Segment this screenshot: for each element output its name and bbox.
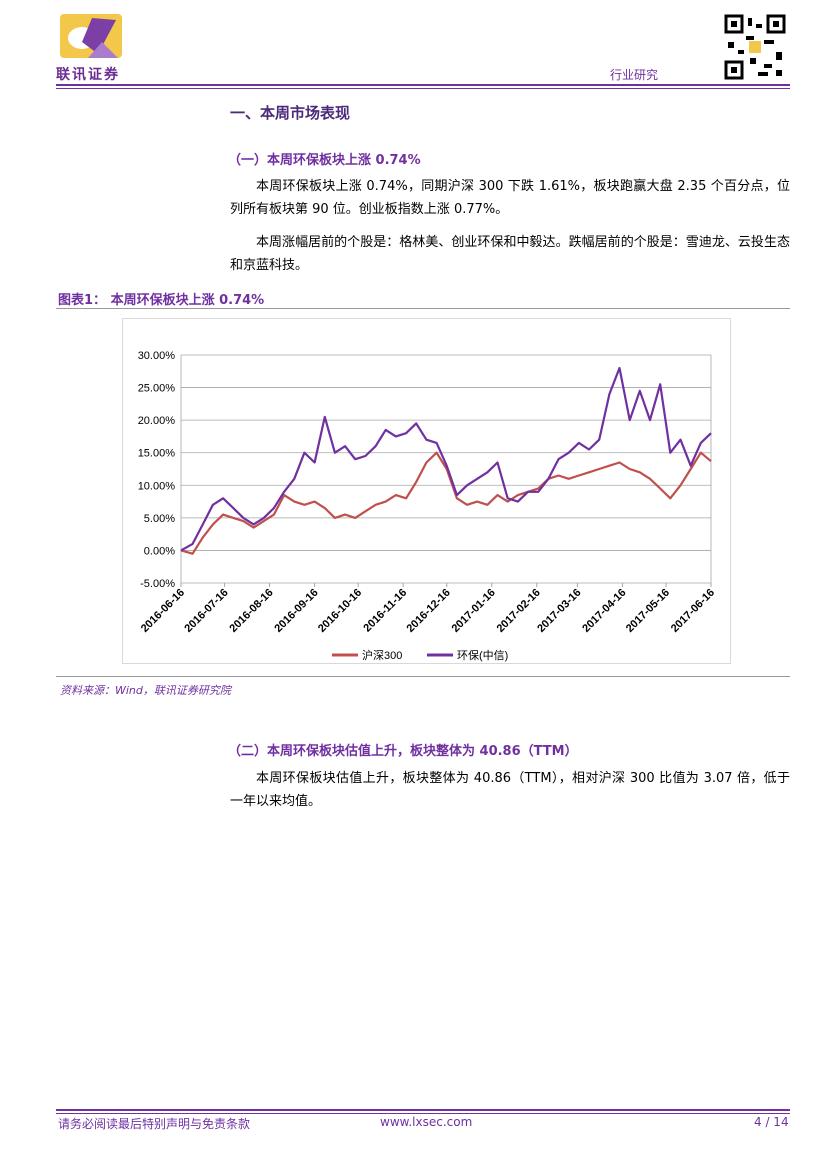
y-tick-label: 0.00% <box>144 545 175 557</box>
paragraph: 本周环保板块估值上升，板块整体为 40.86（TTM），相对沪深 300 比值为… <box>230 771 790 809</box>
figure-rule <box>56 308 790 309</box>
y-tick-label: 30.00% <box>138 350 176 362</box>
series-line <box>180 366 712 552</box>
logo <box>60 14 122 58</box>
figure-caption: 图表1： 本周环保板块上涨 0.74% <box>58 289 264 308</box>
footer-rule <box>56 1109 790 1111</box>
footer-page: 4 / 14 <box>754 1115 789 1129</box>
y-tick-label: 5.00% <box>144 513 175 525</box>
y-tick-label: 15.00% <box>138 448 176 460</box>
subsection-title: （一）本周环保板块上涨 0.74% <box>228 153 421 168</box>
paragraph: 本周环保板块上涨 0.74%，同期沪深 300 下跌 1.61%，板块跑赢大盘 … <box>230 179 790 217</box>
legend-label: 沪深300 <box>362 648 402 662</box>
footer-disclaimer: 请务必阅读最后特别声明与免责条款 <box>58 1117 251 1131</box>
y-tick-label: -5.00% <box>140 578 175 590</box>
paragraph: 本周涨幅居前的个股是：格林美、创业环保和中毅达。跌幅居前的个股是：雪迪龙、云投生… <box>230 235 790 273</box>
logo-text: 联讯证券 <box>56 67 120 83</box>
chart: -5.00% 0.00% 5.00% 10.00% 15.00% 20.00% 25.00%… <box>122 318 731 664</box>
y-tick-label: 10.00% <box>138 480 176 492</box>
figure-label: 图表1： <box>58 293 107 308</box>
qr-code <box>724 14 786 80</box>
subsection-title: （二）本周环保板块估值上升，板块整体为 40.86（TTM） <box>228 744 578 759</box>
legend-label: 环保(中信) <box>457 648 508 662</box>
figure-source: 资料来源：Wind，联讯证券研究院 <box>60 684 231 697</box>
figure-title: 本周环保板块上涨 0.74% <box>110 293 265 308</box>
chart-frame <box>122 318 731 664</box>
y-tick-label: 25.00% <box>138 383 176 395</box>
y-tick-label: 20.00% <box>138 415 176 427</box>
header-rule <box>56 84 790 86</box>
report-category: 行业研究 <box>610 68 659 82</box>
header-rule <box>56 88 790 89</box>
footer-website: www.lxsec.com <box>380 1115 473 1129</box>
footer-rule <box>56 1113 790 1114</box>
section-title: 一、本周市场表现 <box>230 104 351 122</box>
figure-rule <box>56 676 790 677</box>
